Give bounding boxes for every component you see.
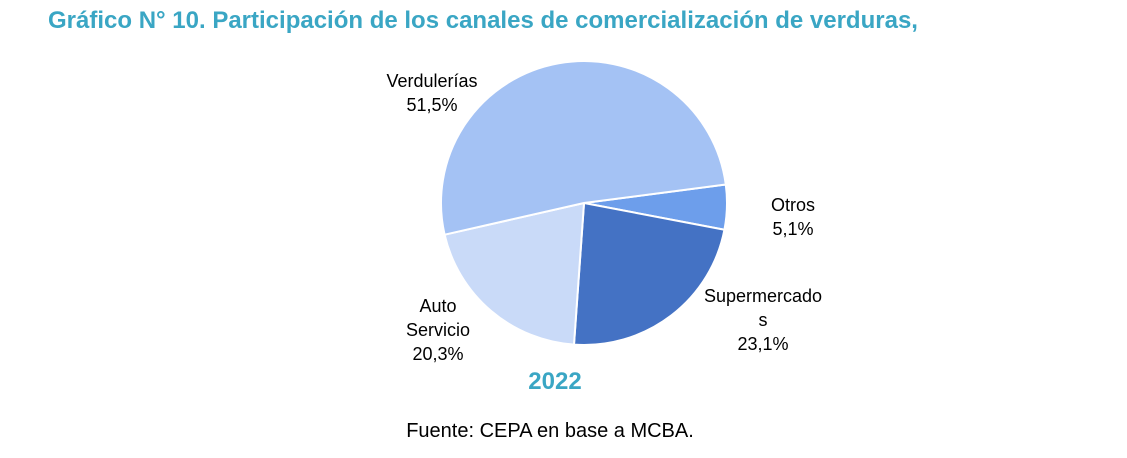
slice-verdulerias bbox=[440, 60, 727, 236]
label-supermercados-name-2: s bbox=[758, 310, 768, 330]
label-autoservicio-value: 20,3% bbox=[412, 344, 464, 364]
label-autoservicio: Auto Servicio 20,3% bbox=[388, 294, 488, 366]
chart-subtitle-year: 2022 bbox=[528, 368, 582, 395]
label-otros: Otros 5,1% bbox=[748, 193, 838, 241]
slice-autoservicio bbox=[443, 202, 585, 346]
source-note: Fuente: CEPA en base a MCBA. bbox=[406, 420, 694, 442]
label-verdulerias-name: Verdulerías bbox=[386, 71, 478, 91]
label-verdulerias-value: 51,5% bbox=[406, 95, 458, 115]
label-otros-value: 5,1% bbox=[772, 219, 814, 239]
label-otros-name: Otros bbox=[770, 195, 815, 215]
slice-supermercados bbox=[572, 202, 726, 346]
label-supermercados-name-1: Supermercado bbox=[703, 286, 823, 306]
label-supermercados: Supermercado s 23,1% bbox=[688, 284, 838, 356]
label-supermercados-value: 23,1% bbox=[737, 334, 789, 354]
label-autoservicio-name-1: Auto bbox=[419, 296, 457, 316]
label-autoservicio-name-2: Servicio bbox=[405, 320, 471, 340]
chart-title: Gráfico N° 10. Participación de los cana… bbox=[48, 7, 918, 34]
label-verdulerias: Verdulerías 51,5% bbox=[382, 69, 482, 117]
